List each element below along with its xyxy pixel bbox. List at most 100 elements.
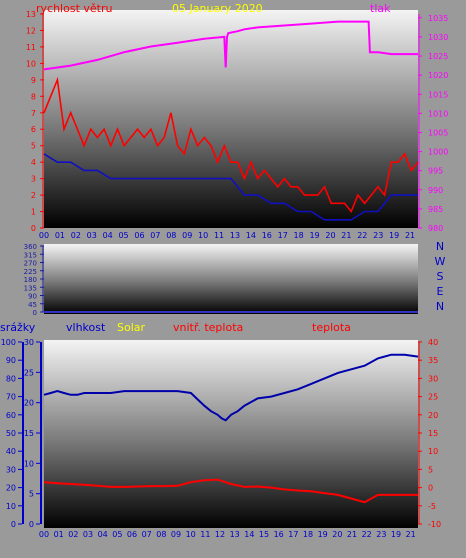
series-line-náraz-větru [43, 153, 418, 221]
bottom-x-tick-label: 01 [54, 530, 64, 539]
rain-axis-tick-label: 10 [6, 502, 16, 511]
bottom-x-tick-label: 05 [112, 530, 122, 539]
date-title: 05 January 2020 [172, 2, 263, 15]
bottom-x-tick-label: 07 [142, 530, 152, 539]
series-line-vlhkost [43, 353, 419, 422]
top-x-tick-label: 08 [166, 231, 176, 240]
bottom-x-tick-label: 22 [362, 530, 372, 539]
series-line-tlak [43, 20, 418, 71]
bottom-x-tick-label: 09 [171, 530, 181, 539]
temperature-axis-tick-label: 30 [428, 374, 438, 383]
top-x-tick-label: 11 [214, 231, 224, 240]
top-x-tick-label: 21 [405, 231, 415, 240]
direction-letter: N [436, 300, 444, 313]
direction-axis-tick-label: 315 [24, 251, 37, 259]
rain-axis-tick-label: 70 [6, 393, 16, 402]
indoor-temp-label: vnitř. teplota [173, 321, 243, 334]
bottom-x-tick-label: 02 [68, 530, 78, 539]
top-x-tick-label: 04 [103, 231, 113, 240]
humidity-axis-tick-label: 0 [29, 520, 34, 529]
direction-letter: S [437, 270, 444, 283]
top-x-tick-label: 10 [198, 231, 208, 240]
wind-axis-tick-label: 1 [31, 208, 36, 217]
outdoor-temp-label: teplota [312, 321, 351, 334]
wind-axis-tick-label: 10 [26, 59, 36, 68]
rain-axis-tick-label: 90 [6, 356, 16, 365]
rain-axis-tick-label: 100 [1, 338, 16, 347]
wind-axis-tick-label: 12 [26, 26, 36, 35]
bottom-x-tick-label: 21 [347, 530, 357, 539]
wind-axis-tick-label: 0 [31, 224, 36, 233]
rain-axis-tick-label: 80 [6, 374, 16, 383]
chart-marks: 0123456789101112139809859909951000100510… [1, 10, 449, 539]
bottom-x-tick-label: 12 [215, 530, 225, 539]
pressure-axis-tick-label: 1035 [428, 14, 448, 23]
pressure-axis-tick-label: 990 [428, 186, 443, 195]
pressure-axis-tick-label: 980 [428, 224, 443, 233]
temperature-axis-tick-label: 15 [428, 429, 438, 438]
humidity-axis-tick-label: 10 [24, 459, 34, 468]
wind-axis-tick-label: 11 [26, 43, 36, 52]
top-x-tick-label: 09 [182, 231, 192, 240]
rain-axis-tick-label: 60 [6, 411, 16, 420]
pressure-axis-tick-label: 985 [428, 205, 443, 214]
top-plot-area [44, 10, 418, 228]
bottom-x-tick-label: 18 [303, 530, 313, 539]
top-x-tick-label: 19 [309, 231, 319, 240]
bottom-x-tick-label: 21 [406, 530, 416, 539]
series-line-teplota [43, 478, 418, 504]
pressure-axis-tick-label: 1025 [428, 52, 448, 61]
temperature-axis-tick-label: 35 [428, 356, 438, 365]
top-x-tick-label: 20 [325, 231, 335, 240]
bottom-x-tick-label: 00 [39, 530, 49, 539]
wind-axis-tick-label: 13 [26, 10, 36, 19]
humidity-axis-tick-label: 25 [24, 368, 34, 377]
series-line-rychlost-větru [43, 76, 419, 214]
temperature-axis-tick-label: 25 [428, 393, 438, 402]
rain-label: srážky [0, 321, 36, 334]
bottom-plot-area [44, 340, 418, 528]
top-x-tick-label: 07 [150, 231, 160, 240]
wind-axis-tick-label: 4 [31, 158, 36, 167]
bottom-x-tick-label: 17 [288, 530, 298, 539]
humidity-axis-tick-label: 5 [29, 490, 34, 499]
humidity-axis-tick-label: 30 [24, 338, 34, 347]
top-x-tick-label: 13 [230, 231, 240, 240]
humidity-axis-tick-label: 20 [24, 399, 34, 408]
wind-speed-label: rychlost větru [36, 2, 112, 15]
wind-axis-tick-label: 7 [31, 109, 36, 118]
top-x-tick-label: 23 [373, 231, 383, 240]
humidity-axis-tick-label: 15 [24, 429, 34, 438]
direction-letter: N [436, 240, 444, 253]
temperature-axis-tick-label: 40 [428, 338, 438, 347]
top-x-tick-label: 03 [87, 231, 97, 240]
wind-axis-tick-label: 2 [31, 191, 36, 200]
top-x-tick-label: 02 [71, 231, 81, 240]
wind-axis-tick-label: 8 [31, 92, 36, 101]
solar-label: Solar [117, 321, 146, 334]
pressure-label: tlak [370, 2, 391, 15]
bottom-x-tick-label: 19 [318, 530, 328, 539]
rain-axis-tick-label: 50 [6, 429, 16, 438]
bottom-x-tick-label: 13 [230, 530, 240, 539]
pressure-axis-tick-label: 1030 [428, 33, 448, 42]
direction-axis-tick-label: 225 [24, 268, 37, 276]
pressure-axis-tick-label: 995 [428, 167, 443, 176]
direction-axis-tick-label: 45 [28, 301, 37, 309]
humidity-label: vlhkost [66, 321, 106, 334]
pressure-axis-tick-label: 1015 [428, 90, 448, 99]
temperature-axis-tick-label: 5 [428, 465, 433, 474]
bottom-x-tick-label: 16 [274, 530, 284, 539]
direction-axis-tick-label: 0 [33, 309, 37, 317]
bottom-x-tick-label: 06 [127, 530, 137, 539]
temperature-axis-tick-label: 20 [428, 411, 438, 420]
wind-axis-tick-label: 5 [31, 142, 36, 151]
wind-axis-tick-label: 6 [31, 125, 36, 134]
top-x-tick-label: 19 [389, 231, 399, 240]
bottom-x-tick-label: 10 [186, 530, 196, 539]
bottom-x-tick-label: 14 [244, 530, 254, 539]
bottom-x-tick-label: 20 [332, 530, 342, 539]
top-x-tick-label: 16 [262, 231, 272, 240]
pressure-axis-tick-label: 1000 [428, 148, 448, 157]
direction-letter: W [435, 255, 446, 268]
